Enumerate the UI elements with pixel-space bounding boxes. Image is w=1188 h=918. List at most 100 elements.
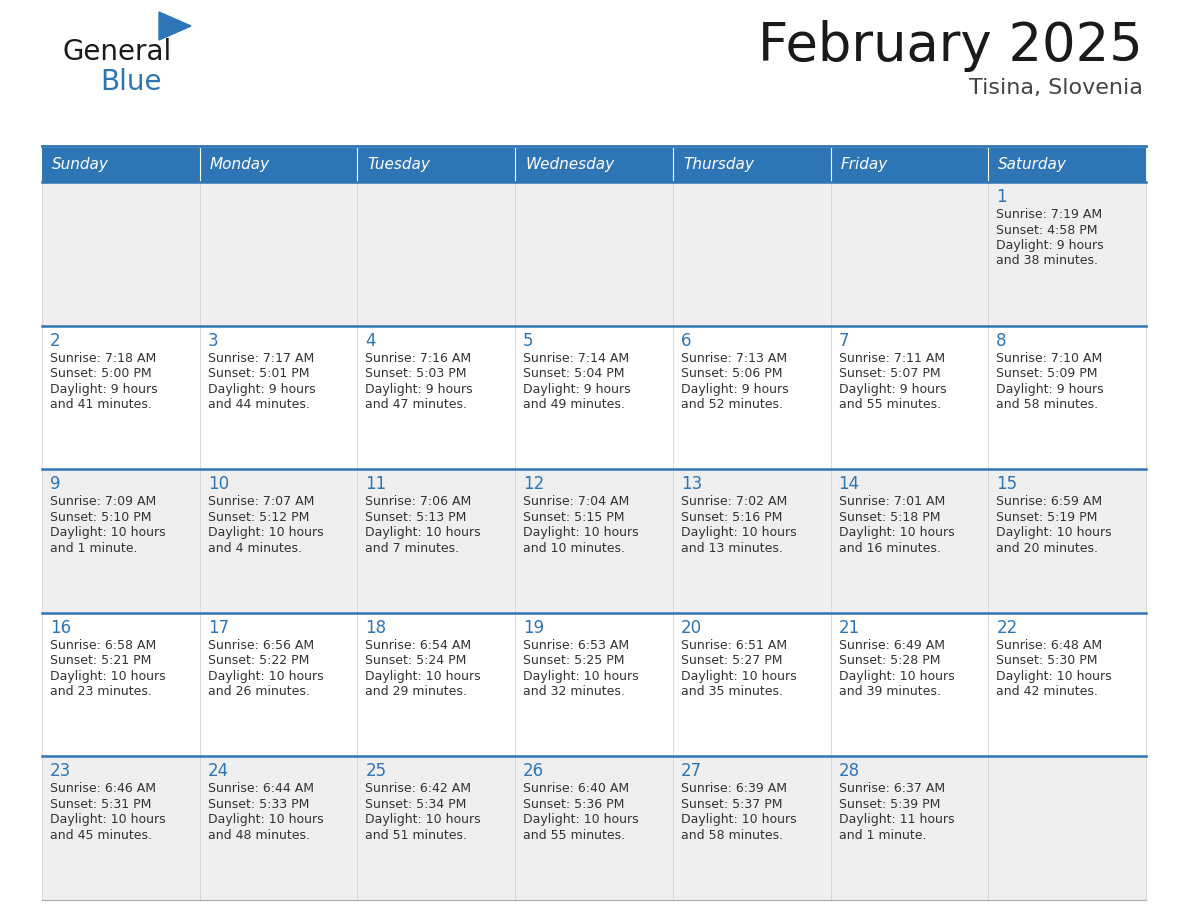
Text: 5: 5 xyxy=(523,331,533,350)
Text: and 39 minutes.: and 39 minutes. xyxy=(839,686,941,699)
Text: Wednesday: Wednesday xyxy=(525,158,614,173)
Bar xyxy=(42,613,1146,756)
Text: Sunset: 5:37 PM: Sunset: 5:37 PM xyxy=(681,798,783,811)
Text: Sunset: 5:28 PM: Sunset: 5:28 PM xyxy=(839,655,940,667)
Text: Sunset: 5:04 PM: Sunset: 5:04 PM xyxy=(523,367,625,380)
Text: Sunrise: 6:46 AM: Sunrise: 6:46 AM xyxy=(50,782,156,795)
Text: and 58 minutes.: and 58 minutes. xyxy=(997,398,1099,411)
Text: and 55 minutes.: and 55 minutes. xyxy=(839,398,941,411)
Text: 23: 23 xyxy=(50,763,71,780)
Text: Daylight: 9 hours: Daylight: 9 hours xyxy=(208,383,315,396)
Text: Sunset: 5:01 PM: Sunset: 5:01 PM xyxy=(208,367,309,380)
Text: Sunset: 5:31 PM: Sunset: 5:31 PM xyxy=(50,798,151,811)
Text: 22: 22 xyxy=(997,619,1018,637)
Text: Daylight: 9 hours: Daylight: 9 hours xyxy=(997,383,1104,396)
Bar xyxy=(830,148,988,182)
Text: and 23 minutes.: and 23 minutes. xyxy=(50,686,152,699)
Text: Tisina, Slovenia: Tisina, Slovenia xyxy=(969,78,1143,98)
Text: Sunrise: 7:06 AM: Sunrise: 7:06 AM xyxy=(366,495,472,509)
Text: Daylight: 10 hours: Daylight: 10 hours xyxy=(366,670,481,683)
Text: 9: 9 xyxy=(50,476,61,493)
Text: and 20 minutes.: and 20 minutes. xyxy=(997,542,1098,554)
Text: Daylight: 10 hours: Daylight: 10 hours xyxy=(208,526,323,539)
Text: Sunset: 5:06 PM: Sunset: 5:06 PM xyxy=(681,367,783,380)
Text: Sunset: 5:16 PM: Sunset: 5:16 PM xyxy=(681,510,782,523)
Text: Sunset: 5:36 PM: Sunset: 5:36 PM xyxy=(523,798,625,811)
Text: Sunrise: 7:10 AM: Sunrise: 7:10 AM xyxy=(997,352,1102,364)
Text: Sunset: 5:19 PM: Sunset: 5:19 PM xyxy=(997,510,1098,523)
Text: and 1 minute.: and 1 minute. xyxy=(50,542,138,554)
Text: Sunrise: 6:58 AM: Sunrise: 6:58 AM xyxy=(50,639,157,652)
Text: Sunrise: 7:17 AM: Sunrise: 7:17 AM xyxy=(208,352,314,364)
Text: Sunrise: 7:04 AM: Sunrise: 7:04 AM xyxy=(523,495,630,509)
Text: Sunset: 5:09 PM: Sunset: 5:09 PM xyxy=(997,367,1098,380)
Text: and 29 minutes.: and 29 minutes. xyxy=(366,686,467,699)
Text: and 45 minutes.: and 45 minutes. xyxy=(50,829,152,842)
Text: Daylight: 10 hours: Daylight: 10 hours xyxy=(50,813,165,826)
Text: 19: 19 xyxy=(523,619,544,637)
Text: Sunrise: 7:16 AM: Sunrise: 7:16 AM xyxy=(366,352,472,364)
Text: Daylight: 9 hours: Daylight: 9 hours xyxy=(523,383,631,396)
Text: Sunrise: 6:37 AM: Sunrise: 6:37 AM xyxy=(839,782,944,795)
Text: Sunday: Sunday xyxy=(52,158,109,173)
Text: 7: 7 xyxy=(839,331,849,350)
Text: Sunrise: 7:09 AM: Sunrise: 7:09 AM xyxy=(50,495,157,509)
Text: 15: 15 xyxy=(997,476,1017,493)
Text: Sunset: 4:58 PM: Sunset: 4:58 PM xyxy=(997,223,1098,237)
Text: Friday: Friday xyxy=(841,158,887,173)
Text: 1: 1 xyxy=(997,188,1007,206)
Text: Tuesday: Tuesday xyxy=(367,158,430,173)
Text: Sunrise: 6:40 AM: Sunrise: 6:40 AM xyxy=(523,782,630,795)
Text: Daylight: 11 hours: Daylight: 11 hours xyxy=(839,813,954,826)
Text: Sunrise: 6:51 AM: Sunrise: 6:51 AM xyxy=(681,639,786,652)
Text: Sunset: 5:13 PM: Sunset: 5:13 PM xyxy=(366,510,467,523)
Bar xyxy=(42,148,200,182)
Text: 21: 21 xyxy=(839,619,860,637)
Bar xyxy=(42,469,1146,613)
Text: and 44 minutes.: and 44 minutes. xyxy=(208,398,310,411)
Text: Sunrise: 6:48 AM: Sunrise: 6:48 AM xyxy=(997,639,1102,652)
Text: General: General xyxy=(62,38,171,66)
Text: and 13 minutes.: and 13 minutes. xyxy=(681,542,783,554)
Text: Sunset: 5:12 PM: Sunset: 5:12 PM xyxy=(208,510,309,523)
Text: Daylight: 10 hours: Daylight: 10 hours xyxy=(50,526,165,539)
Text: 11: 11 xyxy=(366,476,386,493)
Text: 14: 14 xyxy=(839,476,860,493)
Text: Daylight: 10 hours: Daylight: 10 hours xyxy=(681,670,796,683)
Text: 4: 4 xyxy=(366,331,375,350)
Text: 8: 8 xyxy=(997,331,1006,350)
Text: Sunrise: 7:18 AM: Sunrise: 7:18 AM xyxy=(50,352,157,364)
Bar xyxy=(42,182,1146,326)
Text: and 42 minutes.: and 42 minutes. xyxy=(997,686,1098,699)
Text: Sunset: 5:07 PM: Sunset: 5:07 PM xyxy=(839,367,940,380)
Text: Daylight: 10 hours: Daylight: 10 hours xyxy=(523,813,639,826)
Text: and 47 minutes.: and 47 minutes. xyxy=(366,398,467,411)
Bar xyxy=(200,148,358,182)
Text: 20: 20 xyxy=(681,619,702,637)
Text: 3: 3 xyxy=(208,331,219,350)
Text: and 35 minutes.: and 35 minutes. xyxy=(681,686,783,699)
Text: Daylight: 9 hours: Daylight: 9 hours xyxy=(366,383,473,396)
Bar xyxy=(42,756,1146,900)
Text: Sunrise: 6:59 AM: Sunrise: 6:59 AM xyxy=(997,495,1102,509)
Text: Sunset: 5:33 PM: Sunset: 5:33 PM xyxy=(208,798,309,811)
Text: and 41 minutes.: and 41 minutes. xyxy=(50,398,152,411)
Bar xyxy=(358,148,516,182)
Text: Daylight: 10 hours: Daylight: 10 hours xyxy=(839,526,954,539)
Bar xyxy=(672,148,830,182)
Text: Daylight: 10 hours: Daylight: 10 hours xyxy=(997,526,1112,539)
Text: Daylight: 10 hours: Daylight: 10 hours xyxy=(208,813,323,826)
Text: and 48 minutes.: and 48 minutes. xyxy=(208,829,310,842)
Text: Daylight: 9 hours: Daylight: 9 hours xyxy=(839,383,946,396)
Text: 24: 24 xyxy=(208,763,229,780)
Text: Monday: Monday xyxy=(210,158,270,173)
Text: Blue: Blue xyxy=(100,68,162,96)
Text: Sunrise: 7:14 AM: Sunrise: 7:14 AM xyxy=(523,352,630,364)
Polygon shape xyxy=(159,12,191,40)
Text: and 58 minutes.: and 58 minutes. xyxy=(681,829,783,842)
Text: 12: 12 xyxy=(523,476,544,493)
Text: Sunset: 5:39 PM: Sunset: 5:39 PM xyxy=(839,798,940,811)
Text: 26: 26 xyxy=(523,763,544,780)
Text: and 4 minutes.: and 4 minutes. xyxy=(208,542,302,554)
Text: Sunset: 5:34 PM: Sunset: 5:34 PM xyxy=(366,798,467,811)
